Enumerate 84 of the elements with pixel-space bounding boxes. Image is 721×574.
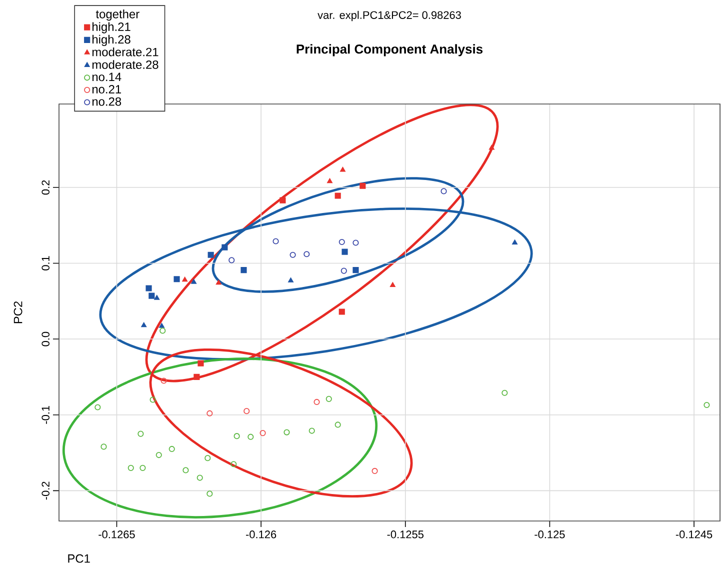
- point: [198, 360, 204, 366]
- point: [228, 257, 235, 264]
- point: [440, 188, 447, 194]
- x-tick-label: -0.1255: [387, 530, 424, 538]
- point: [182, 276, 188, 282]
- point: [208, 252, 214, 258]
- point: [280, 197, 286, 204]
- point: [194, 374, 200, 380]
- point: [334, 422, 341, 428]
- x-tick-label: -0.126: [246, 530, 276, 538]
- point: [284, 429, 290, 436]
- text: var. expl.PC1&PC2= 0.98263: [318, 10, 461, 22]
- point: [216, 280, 222, 285]
- y-tick-label: 0.2: [42, 180, 50, 195]
- point: [160, 328, 166, 334]
- point: [156, 452, 162, 458]
- point: [159, 323, 164, 328]
- y-tick-label: -0.2: [42, 482, 50, 500]
- x-tick-label: -0.1245: [676, 530, 712, 538]
- legend-label: high.21: [92, 22, 130, 34]
- point: [141, 322, 147, 328]
- point: [338, 238, 345, 246]
- point: [191, 279, 196, 284]
- point: [204, 455, 211, 462]
- point: [230, 461, 237, 468]
- y-tick-label: -0.1: [42, 406, 50, 424]
- point: [244, 408, 250, 414]
- point: [234, 433, 240, 440]
- point: [512, 240, 518, 244]
- y-axis-title: PC2: [14, 301, 22, 324]
- point: [146, 285, 152, 292]
- y-tick-label: 0.1: [42, 256, 50, 270]
- point: [160, 378, 167, 384]
- point: [338, 308, 345, 315]
- legend-label: no.21: [92, 85, 121, 94]
- point: [290, 252, 296, 258]
- point: [340, 166, 346, 172]
- point: [150, 396, 156, 403]
- point: [240, 267, 247, 274]
- point: [704, 402, 710, 408]
- point: [248, 434, 254, 440]
- point: [222, 244, 228, 250]
- point: [260, 430, 266, 436]
- point: [100, 444, 107, 450]
- point: [352, 267, 359, 274]
- point: [304, 251, 310, 258]
- point: [326, 396, 332, 402]
- point: [372, 468, 378, 474]
- x-tick-label: -0.1265: [98, 530, 135, 538]
- point: [390, 282, 396, 287]
- point: [196, 474, 203, 481]
- point: [154, 295, 160, 300]
- legend-label: no.14: [92, 72, 122, 82]
- legend-label: no.28: [92, 97, 122, 106]
- point: [308, 428, 315, 434]
- point: [488, 144, 494, 150]
- point: [148, 292, 155, 299]
- point: [138, 430, 144, 437]
- x-axis-title: PC1: [68, 554, 90, 563]
- point: [94, 404, 101, 410]
- legend-title: together: [96, 10, 140, 21]
- point: [182, 467, 189, 474]
- point: [352, 240, 359, 246]
- chart-title: Principal Component Analysis: [296, 44, 483, 56]
- point: [206, 410, 213, 416]
- point: [502, 390, 508, 396]
- legend-label: high.28: [92, 34, 130, 46]
- point: [174, 276, 180, 282]
- y-tick-label: 0.0: [42, 332, 50, 346]
- point: [288, 278, 294, 282]
- point: [334, 192, 341, 199]
- point: [168, 446, 175, 452]
- legend-label: moderate.28: [92, 60, 158, 69]
- point: [140, 464, 146, 471]
- legend-label: moderate.21: [92, 48, 158, 56]
- point: [342, 248, 348, 255]
- x-tick-label: -0.125: [534, 530, 565, 538]
- point: [272, 238, 279, 244]
- point: [314, 398, 320, 406]
- point: [327, 178, 332, 184]
- point: [206, 490, 213, 497]
- point: [340, 268, 347, 274]
- point: [128, 464, 134, 471]
- point: [360, 182, 366, 189]
